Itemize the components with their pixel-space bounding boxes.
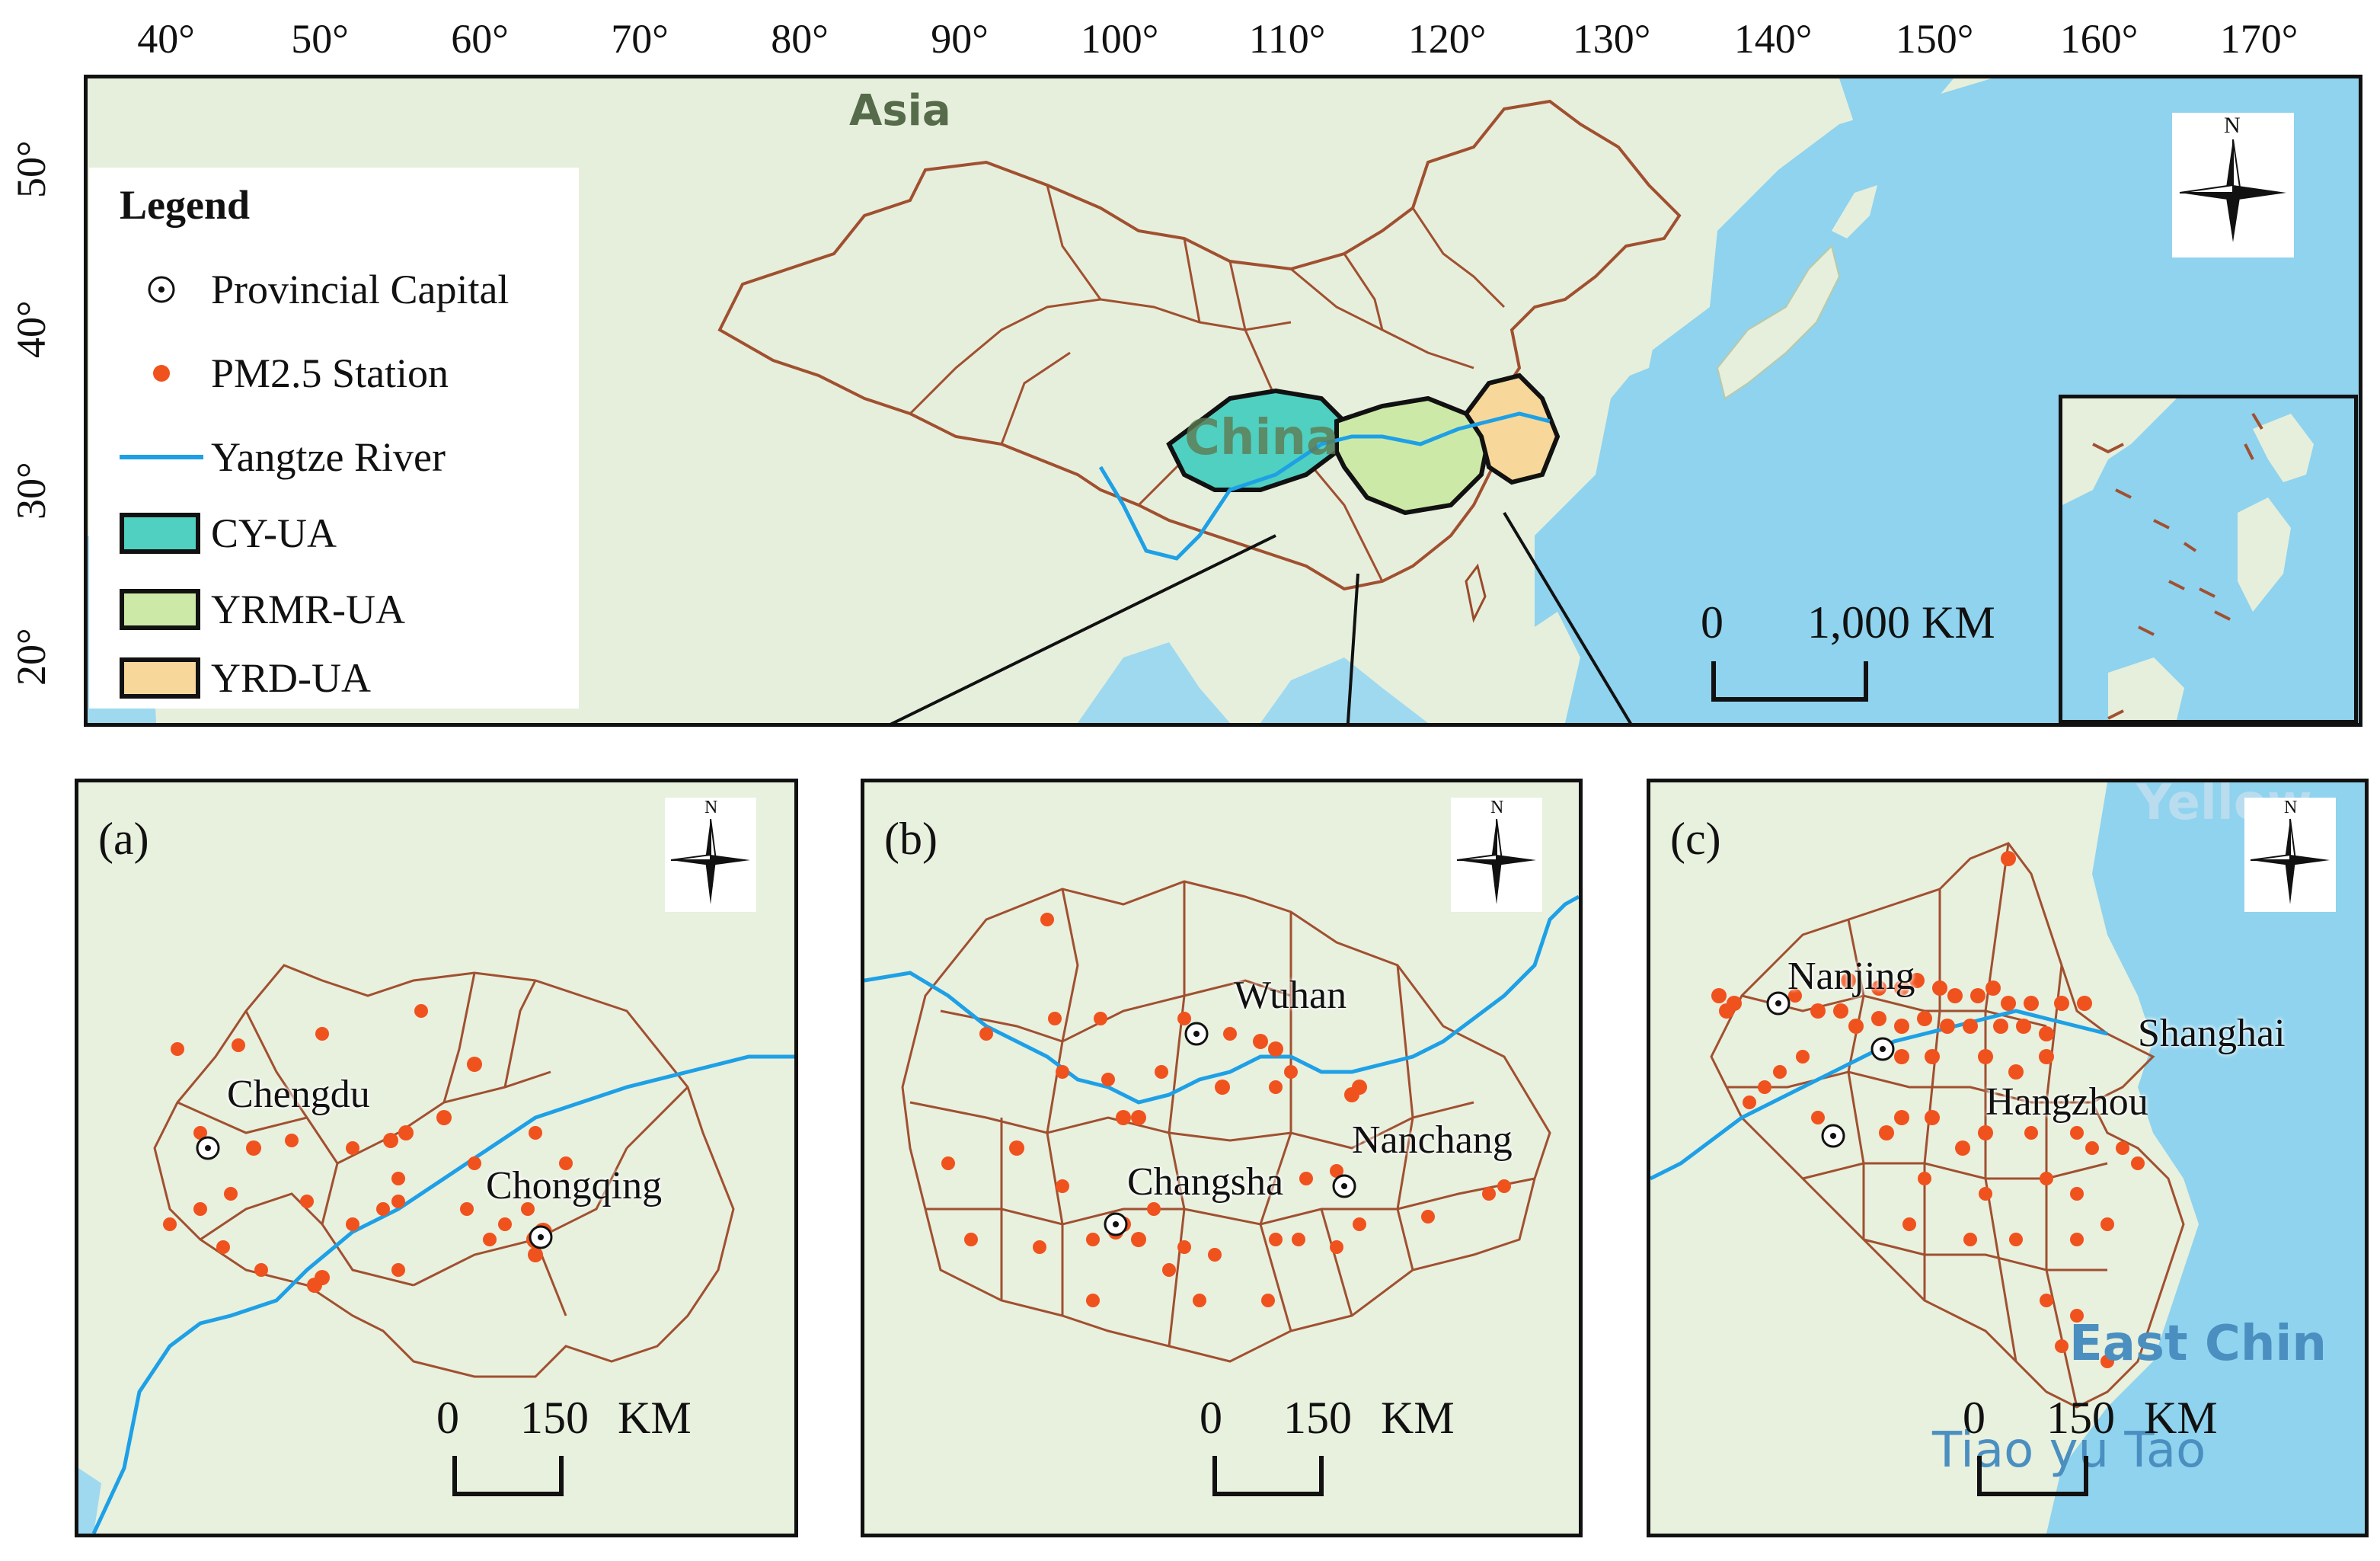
panel-b-north-arrow-icon: N <box>1451 798 1542 912</box>
lon-tick-170: 170° <box>2219 16 2299 62</box>
capital-icon <box>120 267 203 312</box>
panel-a-scale-end: 150 <box>520 1393 589 1443</box>
panel-c-scale-unit: KM <box>2144 1393 2218 1443</box>
city-label-wuhan: Wuhan <box>1234 974 1347 1017</box>
panel-a-scale-start: 0 <box>436 1393 459 1443</box>
country-label: China <box>1184 410 1340 466</box>
lon-tick-80: 80° <box>771 16 829 62</box>
south-china-sea-inset <box>2059 395 2358 724</box>
main-scale-bar <box>1711 661 1868 702</box>
fill-box-icon <box>120 655 203 701</box>
legend-title: Legend <box>120 182 251 228</box>
lon-tick-130: 130° <box>1572 16 1651 62</box>
lon-tick-90: 90° <box>931 16 989 62</box>
lon-tick-140: 140° <box>1733 16 1813 62</box>
city-label-hangzhou: Hangzhou <box>1985 1080 2148 1124</box>
panel-c-north-arrow-icon: N <box>2244 798 2336 912</box>
panel-b-scale-bar <box>1212 1456 1324 1496</box>
legend-label: CY-UA <box>211 510 337 556</box>
lon-tick-70: 70° <box>611 16 669 62</box>
lon-tick-150: 150° <box>1895 16 1974 62</box>
legend-item-yrmr-ua: YRMR-UA <box>120 587 405 632</box>
station-dot-icon <box>120 350 203 396</box>
lon-tick-120: 120° <box>1407 16 1487 62</box>
city-label-nanchang: Nanchang <box>1352 1118 1513 1162</box>
main-scale-start: 0 <box>1701 597 1724 648</box>
panel-b-scale-unit: KM <box>1381 1393 1455 1443</box>
panel-label-a: (a) <box>98 814 149 864</box>
panel-c-scale-start: 0 <box>1963 1393 1985 1443</box>
north-label: N <box>1490 798 1504 817</box>
panel-c: Yellow (c) Nanjing Shanghai Hangzhou Eas… <box>1647 779 2369 1537</box>
panel-a-scale-bar <box>452 1456 564 1496</box>
lat-tick-50: 50° <box>8 140 54 198</box>
panel-b-scale-end: 150 <box>1283 1393 1352 1443</box>
legend-label: Provincial Capital <box>211 267 510 312</box>
legend-item-yrd-ua: YRD-UA <box>120 655 371 701</box>
fill-box-icon <box>120 510 203 556</box>
panel-b-scale-start: 0 <box>1200 1393 1222 1443</box>
panel-label-b: (b) <box>884 814 938 864</box>
panel-b: (b) Wuhan Nanchang Changsha N 0 150 KM <box>861 779 1583 1537</box>
legend-label: PM2.5 Station <box>211 350 449 396</box>
north-label: N <box>704 798 718 817</box>
lat-tick-40: 40° <box>8 300 54 358</box>
main-scale-end: 1,000 KM <box>1807 597 1995 648</box>
legend-item-capital: Provincial Capital <box>120 267 509 312</box>
continent-label: Asia <box>849 86 951 136</box>
lat-tick-20: 20° <box>8 628 54 686</box>
basemap-label-east-china: East Chin <box>2069 1316 2327 1372</box>
panel-a-north-arrow-icon: N <box>665 798 756 912</box>
legend: Legend Provincial Capital PM2.5 Station … <box>89 168 579 709</box>
legend-item-river: Yangtze River <box>120 434 446 480</box>
fill-box-icon <box>120 587 203 632</box>
lon-tick-50: 50° <box>291 16 349 62</box>
lon-tick-160: 160° <box>2059 16 2139 62</box>
city-label-chongqing: Chongqing <box>486 1164 663 1208</box>
legend-item-station: PM2.5 Station <box>120 350 449 396</box>
legend-item-cy-ua: CY-UA <box>120 510 337 556</box>
lon-tick-110: 110° <box>1248 16 1326 62</box>
legend-label: YRD-UA <box>211 655 371 701</box>
city-label-chengdu: Chengdu <box>227 1073 370 1116</box>
capital-marker <box>1104 1022 1356 1236</box>
north-label: N <box>2284 798 2298 817</box>
lon-tick-60: 60° <box>451 16 509 62</box>
legend-label: Yangtze River <box>211 434 446 480</box>
panel-c-scale-end: 150 <box>2046 1393 2115 1443</box>
panel-a-scale-unit: KM <box>618 1393 692 1443</box>
city-label-changsha: Changsha <box>1127 1160 1284 1204</box>
legend-label: YRMR-UA <box>211 587 406 632</box>
panel-label-c: (c) <box>1670 814 1721 864</box>
panel-a: (a) Chengdu Chongqing N 0 150 KM <box>75 779 798 1537</box>
lat-tick-30: 30° <box>8 462 54 520</box>
city-label-shanghai: Shanghai <box>2138 1012 2286 1055</box>
main-north-arrow-icon: N <box>2172 113 2294 258</box>
city-label-nanjing: Nanjing <box>1787 955 1915 998</box>
capital-marker <box>1766 991 1895 1148</box>
capital-marker <box>196 1136 553 1249</box>
lon-tick-40: 40° <box>137 16 195 62</box>
river-line-icon <box>120 434 203 480</box>
panel-c-scale-bar <box>1977 1456 2088 1496</box>
lon-tick-100: 100° <box>1080 16 1159 62</box>
north-label: N <box>2224 113 2241 138</box>
